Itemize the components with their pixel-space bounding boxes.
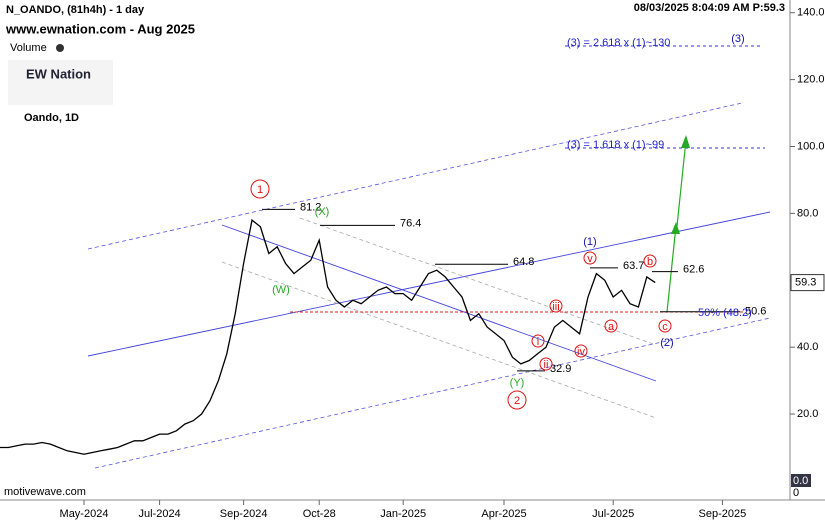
level-label: 50.6 — [745, 306, 766, 318]
x-tick-label: May-2024 — [60, 508, 109, 520]
wave-circle — [643, 254, 657, 268]
wave-label: iv — [577, 346, 585, 358]
arrow-head — [671, 222, 680, 234]
y-tick-label: 100.0 — [797, 140, 825, 152]
wave-label: ii — [544, 359, 549, 371]
volume-tag-label: 0.0 — [793, 475, 808, 487]
wave-label: b — [647, 256, 653, 268]
price-tag — [790, 274, 825, 292]
x-tick-label: Sep-2025 — [699, 508, 747, 520]
arrow-head — [681, 135, 690, 148]
timestamp: 08/03/2025 8:04:09 AM P:59.3 — [634, 2, 785, 14]
wave-circle — [574, 344, 588, 358]
logo-box — [8, 60, 113, 105]
wave-label: a — [608, 321, 615, 333]
wave-label: (3) — [731, 33, 744, 45]
fib-label: (3) = 2.618 x (1)~130 — [567, 37, 670, 49]
wave-label: (2) — [660, 337, 673, 349]
projection-arrow — [666, 225, 677, 313]
price-line — [0, 218, 656, 455]
down-channel — [221, 224, 657, 382]
price-tag-label: 59.3 — [795, 277, 816, 289]
wave-label: (X) — [315, 206, 330, 218]
chart-title: N_OANDO, (81h4h) - 1 day — [6, 4, 145, 16]
wave-circle — [549, 299, 563, 313]
channel-mid — [87, 211, 771, 357]
x-tick-label: Oct-28 — [303, 508, 336, 520]
x-tick-label: Jul-2024 — [138, 508, 180, 520]
x-tick-label: Sep-2024 — [220, 508, 268, 520]
level-label: 62.6 — [683, 263, 704, 275]
volume-label: Volume — [10, 42, 47, 54]
wave-circle — [604, 319, 618, 333]
wave-circle — [658, 319, 672, 333]
x-tick-label: Jan-2025 — [380, 508, 426, 520]
watermark: motivewave.com — [4, 486, 86, 498]
x-tick-label: Jul-2025 — [592, 508, 634, 520]
level-label: 64.8 — [513, 256, 534, 268]
subtitle: www.ewnation.com - Aug 2025 — [5, 21, 195, 36]
y-tick-label: 80.0 — [797, 207, 818, 219]
wave-circle — [583, 251, 597, 265]
wave-label: v — [587, 253, 593, 265]
wave-circle — [250, 179, 270, 199]
y-tick-label: 120.0 — [797, 74, 825, 86]
settings-icon[interactable] — [56, 44, 64, 52]
projection-arrow — [676, 139, 687, 227]
channel-bottom — [94, 317, 771, 469]
fib-label: (3) = 1.618 x (1)~99 — [567, 139, 664, 151]
wave-circle — [531, 334, 545, 348]
wave-label: 1 — [257, 184, 263, 196]
wave-label: iii — [552, 301, 559, 313]
wave-label: i — [537, 336, 539, 348]
x-tick-label: Apr-2025 — [481, 508, 526, 520]
level-label: 81.2 — [300, 201, 321, 213]
wave-label: c — [662, 321, 668, 333]
volume-axis-label: 0 — [793, 487, 799, 499]
level-label: 32.9 — [550, 363, 571, 375]
volume-tag — [791, 474, 811, 487]
y-tick-label: 140.0 — [797, 7, 825, 19]
logo-text: EW Nation — [26, 66, 91, 81]
level-label: 76.4 — [400, 217, 421, 229]
symbol-label: Oando, 1D — [24, 112, 79, 124]
wave-circle — [539, 357, 553, 371]
level-label: 63.7 — [623, 260, 644, 272]
wave-label: (W) — [272, 284, 290, 296]
y-tick-label: 40.0 — [797, 341, 818, 353]
wave-label: (Y) — [510, 377, 525, 389]
wave-label: (1) — [583, 236, 596, 248]
wave-circle — [507, 390, 527, 410]
y-tick-label: 20.0 — [797, 408, 818, 420]
wave-label: 2 — [514, 395, 520, 407]
channels — [87, 45, 771, 469]
fib-label: 50% (48.2) — [698, 307, 752, 319]
